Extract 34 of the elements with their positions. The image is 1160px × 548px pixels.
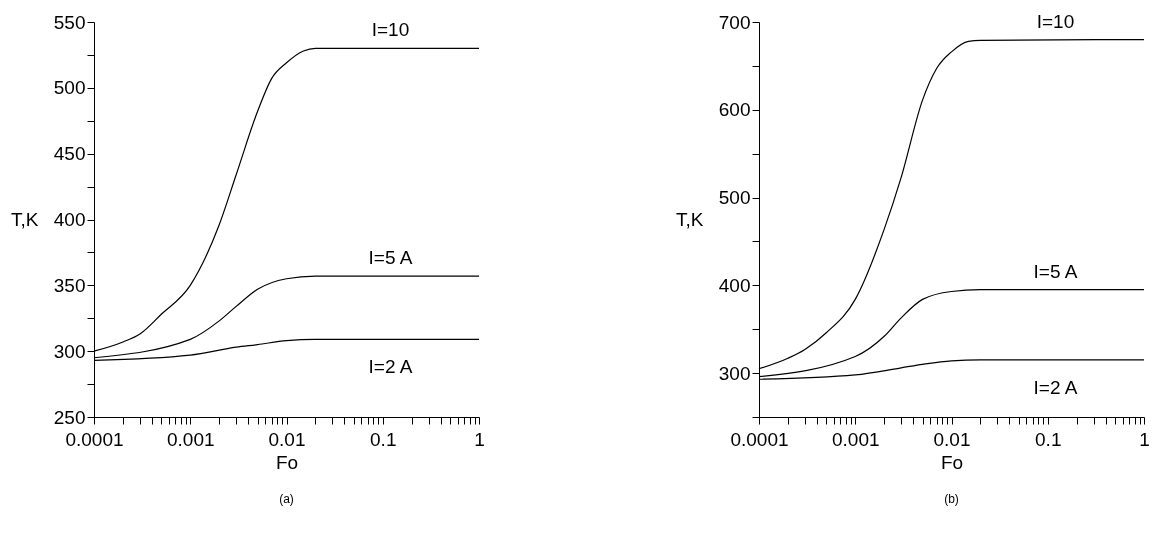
y-axis-title: T,K <box>11 209 39 230</box>
x-tick-label: 1 <box>474 428 485 450</box>
x-axis-title: Fo <box>940 451 964 473</box>
series-label: I=5 A <box>368 247 413 269</box>
series-label: I=10 <box>371 19 410 41</box>
y-tick-label: 300 <box>53 340 86 362</box>
y-tick-label: 350 <box>53 274 86 296</box>
x-tick-label: 0.0001 <box>730 428 789 450</box>
text: (a) <box>279 492 294 506</box>
y-tick-label: 500 <box>53 77 86 99</box>
series-label: I=5 A <box>1033 260 1078 282</box>
y-axis-title: T,K <box>676 209 704 230</box>
y-tick-label: 500 <box>718 187 751 209</box>
x-axis-title: Fo <box>275 451 299 473</box>
x-tick-label: 1 <box>1139 428 1150 450</box>
y-tick-label: 400 <box>718 274 751 296</box>
series-label: I=2 A <box>1033 376 1078 398</box>
y-tick-label: 450 <box>53 143 86 165</box>
x-tick-label: 0.01 <box>268 428 306 450</box>
series-label: I=10 <box>1036 10 1075 32</box>
x-tick-label: 0.01 <box>933 428 971 450</box>
y-tick-label: 700 <box>718 11 751 33</box>
y-tick-label: 250 <box>53 406 86 428</box>
series-label: I=2 A <box>368 356 413 378</box>
x-tick-label: 0.001 <box>831 428 880 450</box>
y-tick-label: 400 <box>53 209 86 230</box>
x-tick-label: 0.001 <box>166 428 215 450</box>
x-tick-label: 0.1 <box>1035 428 1062 450</box>
y-tick-label: 550 <box>53 11 86 33</box>
x-tick-label: 0.1 <box>370 428 397 450</box>
text: (b) <box>944 492 959 506</box>
y-tick-label: 600 <box>718 99 751 121</box>
x-tick-label: 0.0001 <box>65 428 124 450</box>
y-tick-label: 300 <box>718 362 751 384</box>
